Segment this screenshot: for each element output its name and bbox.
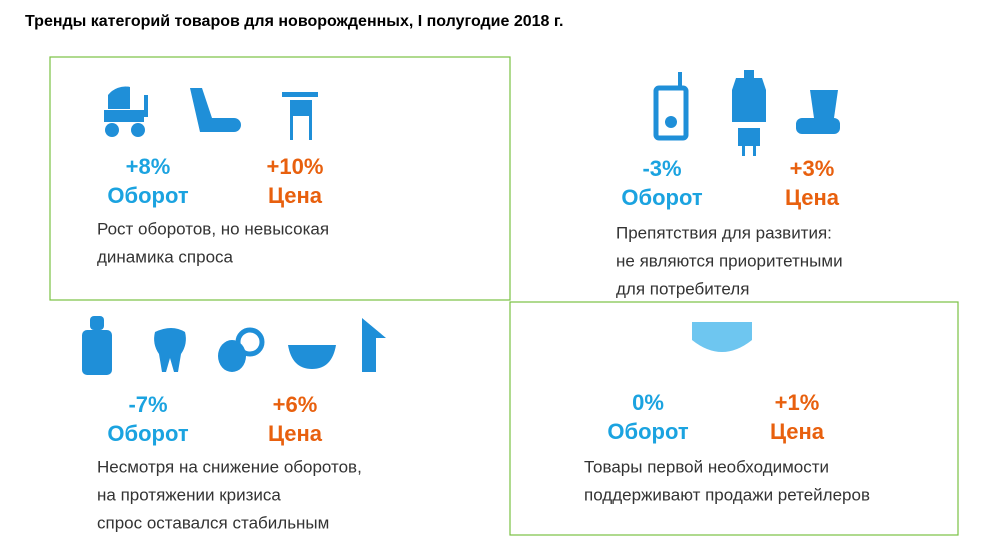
description: для потребителя [616, 279, 749, 298]
price-label: Цена [785, 185, 840, 210]
price-label: Цена [770, 419, 825, 444]
description: Препятствия для развития: [616, 223, 832, 242]
price-value: +1% [775, 390, 820, 415]
description: не являются приоритетными [616, 251, 843, 270]
turnover-label: Оборот [107, 183, 188, 208]
frame [509, 301, 959, 536]
turnover-label: Оборот [621, 185, 702, 210]
price-label: Цена [268, 421, 323, 446]
turnover-value: +8% [126, 154, 171, 179]
icons [82, 70, 840, 375]
title: Тренды категорий товаров для новорожденн… [25, 13, 563, 30]
description: динамика спроса [97, 247, 234, 266]
turnover-value: -3% [642, 156, 681, 181]
description: Товары первой необходимости [584, 457, 829, 476]
description: Рост оборотов, но невысокая [97, 219, 329, 238]
description: на протяжении кризиса [97, 485, 281, 504]
turnover-label: Оборот [107, 421, 188, 446]
description: спрос оставался стабильным [97, 513, 329, 532]
description: Несмотря на снижение оборотов, [97, 457, 362, 476]
frame [49, 56, 511, 301]
price-value: +10% [267, 154, 324, 179]
description: поддерживают продажи ретейлеров [584, 485, 870, 504]
turnover-value: 0% [632, 390, 664, 415]
turnover-value: -7% [128, 392, 167, 417]
price-label: Цена [268, 183, 323, 208]
price-value: +6% [273, 392, 318, 417]
turnover-label: Оборот [607, 419, 688, 444]
price-value: +3% [790, 156, 835, 181]
